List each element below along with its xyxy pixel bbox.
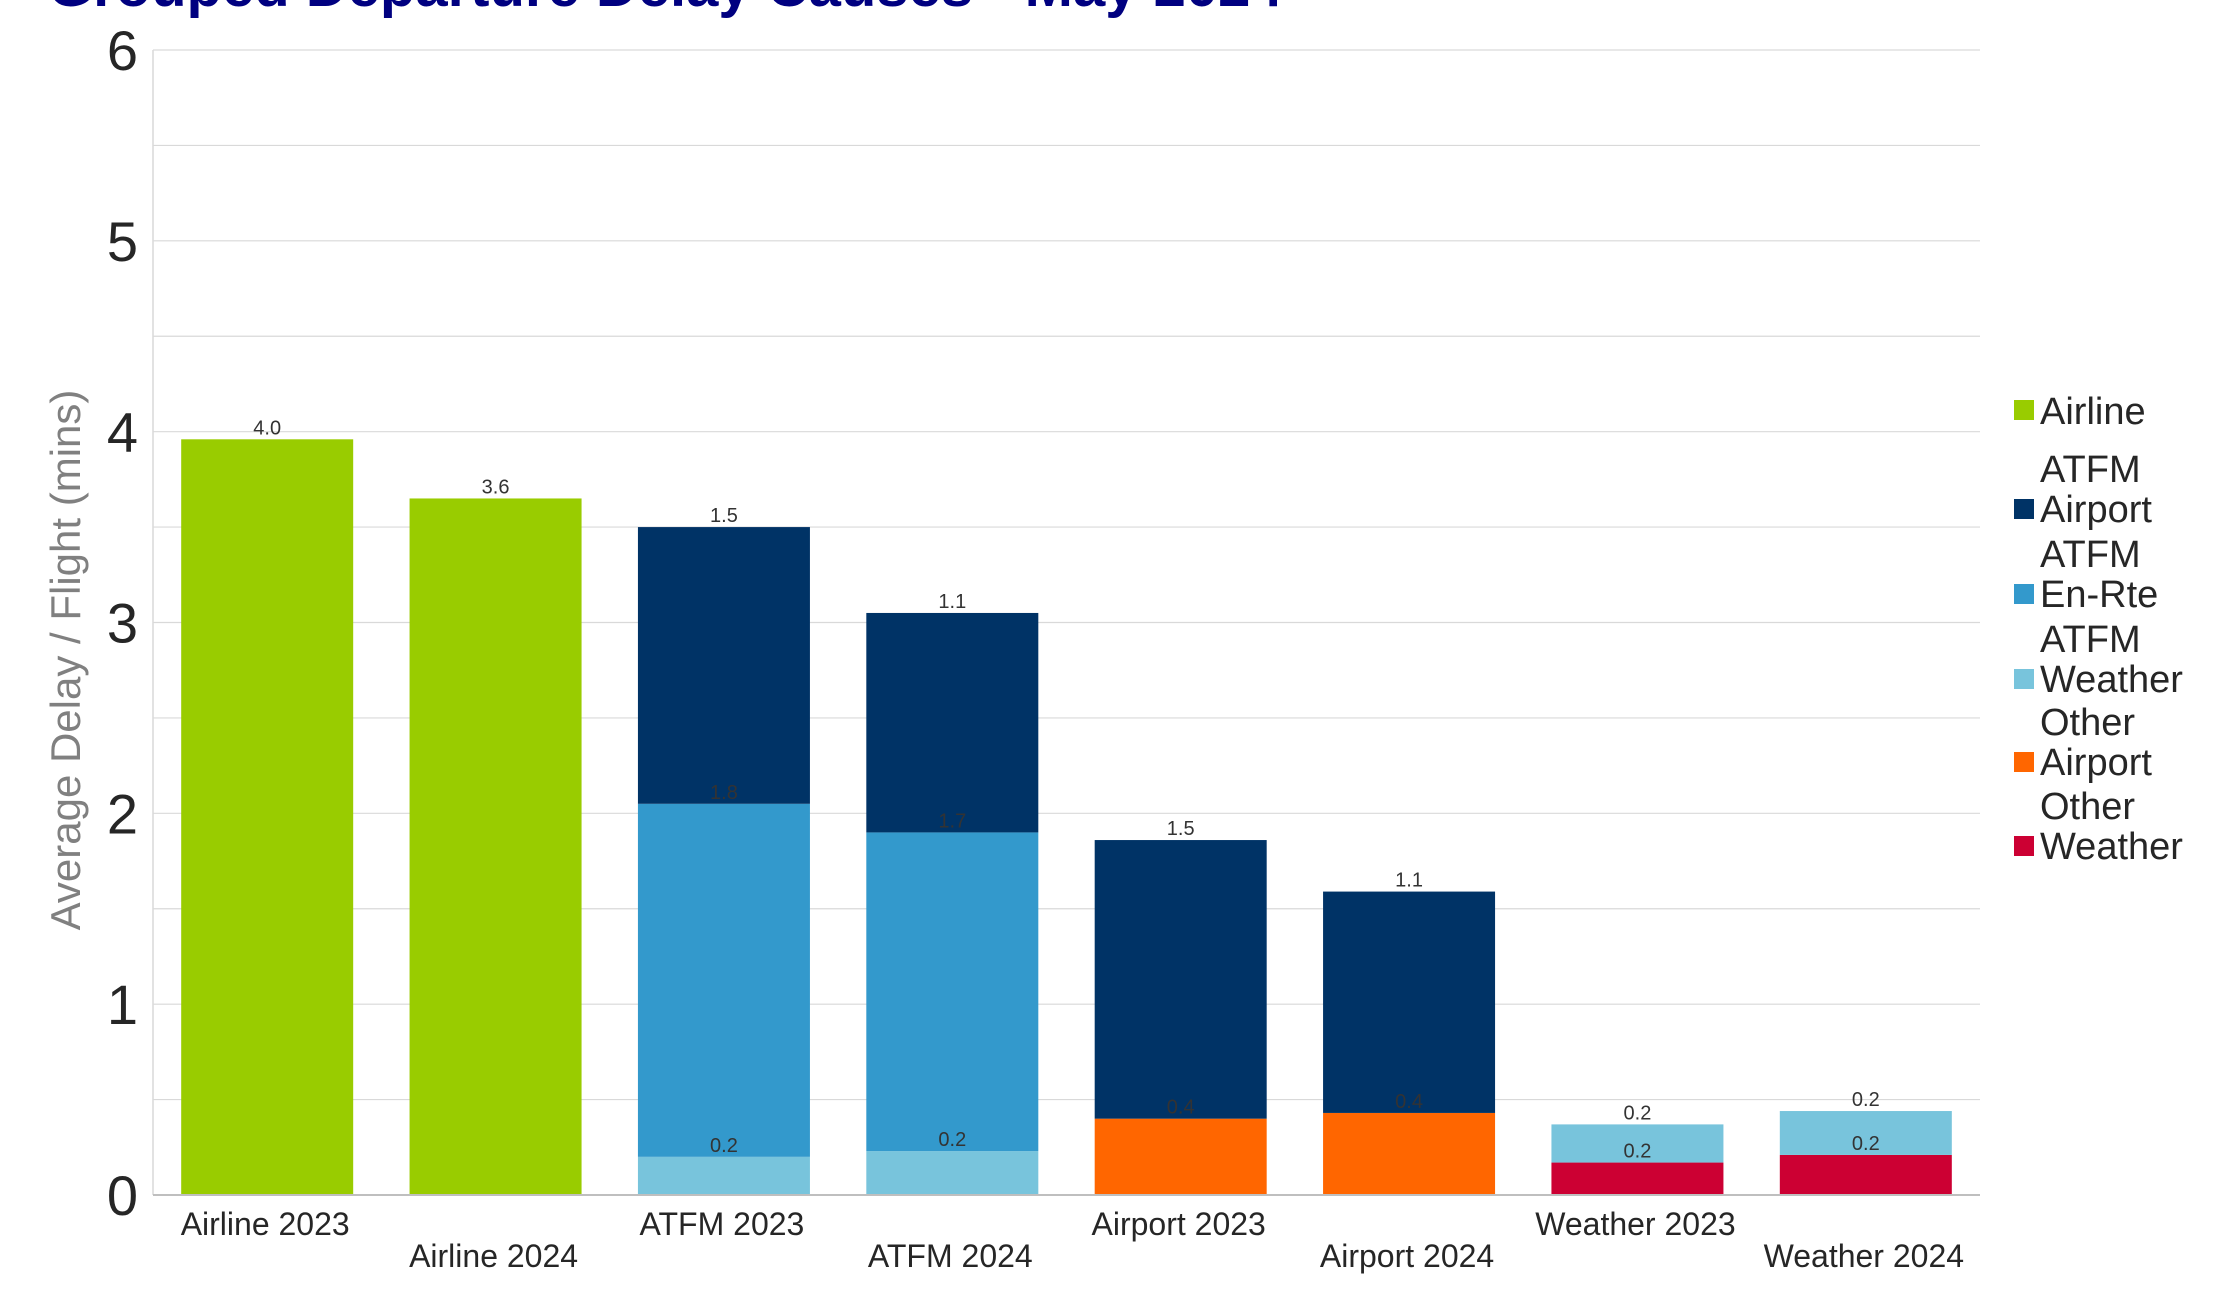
x-tick-label: Weather 2024 [1764, 1238, 1964, 1274]
data-label: 0.2 [1624, 1102, 1652, 1124]
chart-title: Grouped Departure Delay Causes - May 202… [48, 0, 1283, 19]
legend-item-airline: Airline [2014, 391, 2146, 433]
legend-label: Airline [2040, 391, 2146, 433]
data-label: 1.5 [1167, 818, 1195, 840]
x-tick-label: ATFM 2023 [640, 1206, 805, 1242]
data-label: 1.8 [710, 782, 738, 804]
bar-atfm-weather-weather-2024 [1779, 1111, 1952, 1155]
bar-atfm-airport-airport-2023 [1094, 840, 1267, 1119]
legend-swatch [2014, 836, 2034, 856]
bar-atfm-en-rte-atfm-2024 [866, 832, 1039, 1152]
bar-other-airport-airport-2023 [1094, 1118, 1267, 1195]
legend-label: Airport [2040, 742, 2152, 784]
bar-other-airport-airport-2024 [1323, 1112, 1496, 1195]
legend-label: ATFM [2040, 534, 2141, 576]
data-labels: 4.0 3.6 0.2 1.8 1.5 0.2 1.7 1.1 0.4 1.5 0.4 1.1 0.2 0… [253, 417, 1879, 1162]
legend-swatch [2014, 584, 2034, 604]
legend-swatch [2014, 400, 2034, 420]
legend-label: Weather [2040, 659, 2183, 701]
legend-label: ATFM [2040, 619, 2141, 661]
legend-label: Weather [2040, 826, 2183, 868]
legend-label: Other [2040, 702, 2135, 744]
x-tick-label: ATFM 2024 [868, 1238, 1033, 1274]
y-tick-label: 5 [107, 210, 138, 273]
data-label: 0.4 [1395, 1091, 1423, 1113]
data-label: 0.4 [1167, 1097, 1195, 1119]
bar-airline-airline-2024 [409, 498, 582, 1195]
bar-atfm-airport-airport-2024 [1323, 891, 1496, 1113]
data-label: 1.1 [1395, 870, 1423, 892]
bar-other-weather-weather-2023 [1551, 1162, 1724, 1195]
bar-atfm-en-rte-atfm-2023 [637, 803, 810, 1157]
x-tick-label: Airline 2023 [181, 1206, 350, 1242]
data-label: 1.5 [710, 505, 738, 527]
data-label: 0.2 [1624, 1141, 1652, 1163]
legend-swatch [2014, 669, 2034, 689]
data-label: 4.0 [253, 417, 281, 439]
bars [181, 439, 1952, 1195]
data-label: 1.7 [938, 810, 966, 832]
bar-atfm-weather-atfm-2024 [866, 1151, 1039, 1195]
bar-atfm-airport-atfm-2023 [637, 527, 810, 804]
x-axis: Airline 2023 Airline 2024 ATFM 2023 ATFM 20… [153, 1194, 1980, 1274]
x-tick-label: Weather 2023 [1535, 1206, 1735, 1242]
y-axis-label: Average Delay / Flight (mins) [42, 390, 89, 931]
y-tick-label: 2 [107, 782, 138, 845]
data-label: 1.1 [938, 591, 966, 613]
y-tick-label: 1 [107, 973, 138, 1036]
data-label: 0.2 [1852, 1089, 1880, 1111]
y-tick-label: 3 [107, 592, 138, 655]
bar-airline-airline-2023 [181, 439, 354, 1195]
legend-swatch [2014, 752, 2034, 772]
bar-atfm-weather-weather-2023 [1551, 1124, 1724, 1163]
data-label: 0.2 [1852, 1133, 1880, 1155]
y-tick-label: 4 [107, 401, 138, 464]
x-tick-label: Airport 2023 [1092, 1206, 1266, 1242]
data-label: 3.6 [482, 476, 510, 498]
legend-label: ATFM [2040, 449, 2141, 491]
x-tick-label: Airline 2024 [409, 1238, 578, 1274]
legend-swatch [2014, 499, 2034, 519]
data-label: 0.2 [938, 1129, 966, 1151]
y-tick-label: 6 [107, 19, 138, 82]
y-axis: 0 1 2 3 4 5 6 [107, 19, 154, 1227]
data-label: 0.2 [710, 1135, 738, 1157]
legend-label: Other [2040, 786, 2135, 828]
legend-label: Airport [2040, 489, 2152, 531]
legend-label: En-Rte [2040, 574, 2158, 616]
bar-other-weather-weather-2024 [1779, 1154, 1952, 1195]
bar-atfm-weather-atfm-2023 [637, 1156, 810, 1195]
legend: AirlineATFMAirportATFMEn-RteATFMWeatherO… [2014, 391, 2183, 868]
bar-atfm-airport-atfm-2024 [866, 612, 1039, 833]
y-tick-label: 0 [107, 1164, 138, 1227]
x-tick-label: Airport 2024 [1320, 1238, 1494, 1274]
